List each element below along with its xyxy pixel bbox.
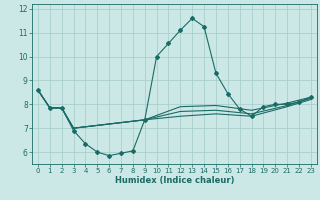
- X-axis label: Humidex (Indice chaleur): Humidex (Indice chaleur): [115, 176, 234, 185]
